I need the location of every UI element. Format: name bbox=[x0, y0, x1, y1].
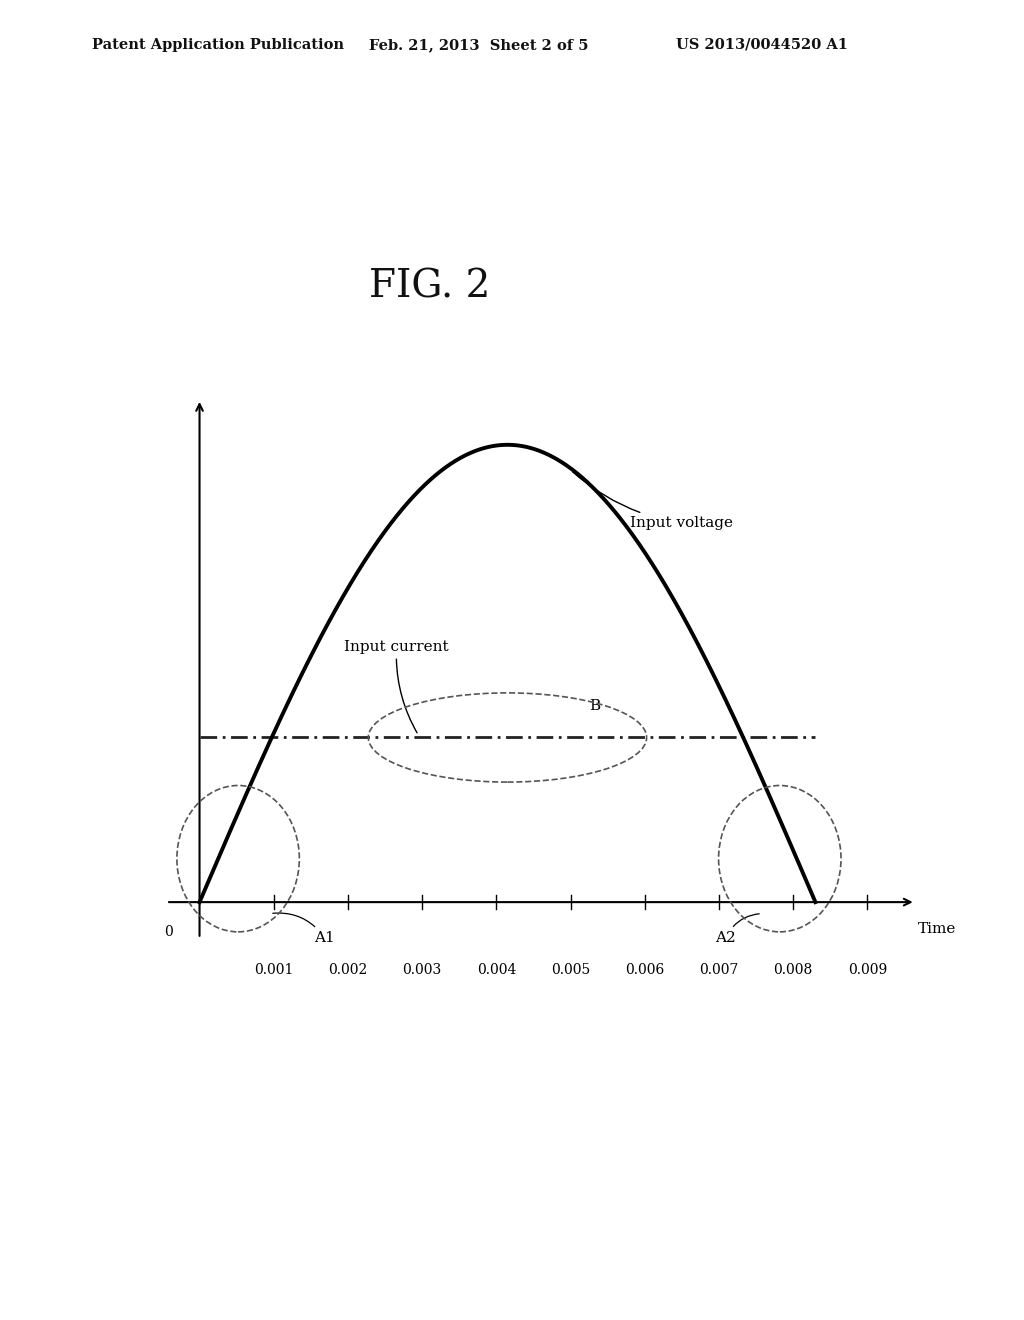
Text: FIG. 2: FIG. 2 bbox=[370, 268, 490, 305]
Text: B: B bbox=[589, 700, 600, 713]
Text: 0: 0 bbox=[164, 925, 173, 940]
Text: Input current: Input current bbox=[344, 640, 449, 733]
Text: Input voltage: Input voltage bbox=[572, 471, 733, 531]
Text: A2: A2 bbox=[715, 913, 759, 945]
Text: Feb. 21, 2013  Sheet 2 of 5: Feb. 21, 2013 Sheet 2 of 5 bbox=[369, 38, 588, 51]
Text: Time: Time bbox=[918, 923, 956, 936]
Text: US 2013/0044520 A1: US 2013/0044520 A1 bbox=[676, 38, 848, 51]
Text: A1: A1 bbox=[272, 913, 335, 945]
Text: Patent Application Publication: Patent Application Publication bbox=[92, 38, 344, 51]
